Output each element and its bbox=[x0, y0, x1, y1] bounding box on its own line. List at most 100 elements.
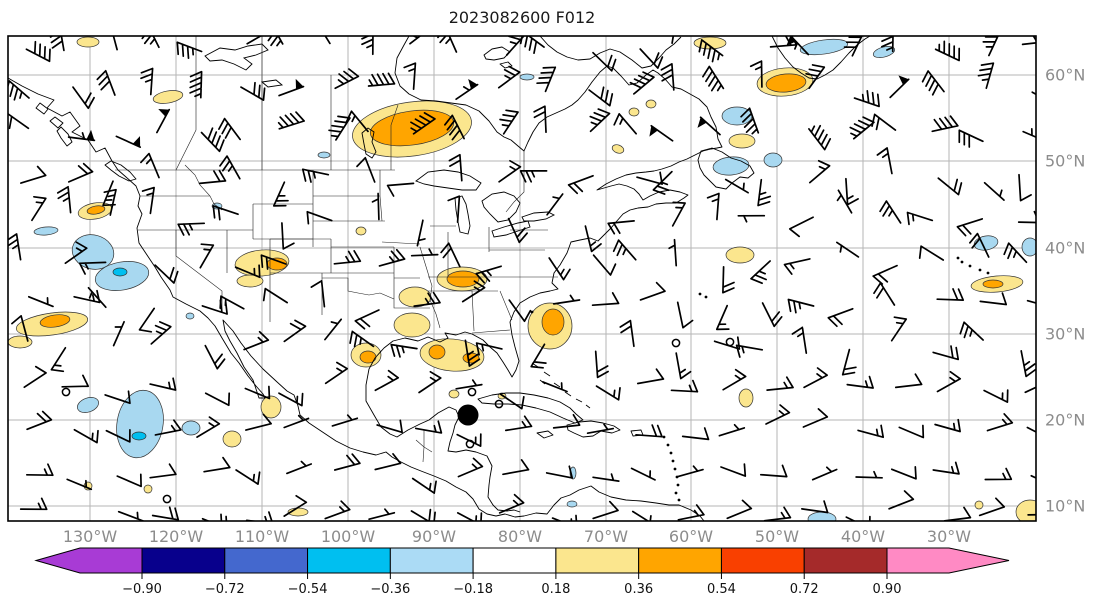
barb-shaft bbox=[333, 250, 362, 265]
wind-barb bbox=[371, 192, 380, 221]
wind-barb bbox=[333, 250, 362, 265]
barb-shaft bbox=[670, 379, 699, 393]
barb-shaft bbox=[112, 36, 118, 51]
wind-barb bbox=[201, 299, 228, 315]
wind-barb bbox=[722, 368, 747, 391]
wind-barb bbox=[808, 124, 832, 151]
wind-barb bbox=[103, 188, 117, 216]
barb-shaft bbox=[698, 39, 724, 63]
wind-barb bbox=[262, 287, 289, 304]
barb-shaft bbox=[103, 188, 117, 216]
barb-shaft bbox=[552, 294, 581, 305]
wind-barb bbox=[836, 189, 853, 214]
border-path bbox=[471, 290, 513, 334]
barb-shaft bbox=[803, 367, 828, 389]
calm-circle bbox=[671, 338, 681, 348]
wind-barb bbox=[934, 418, 961, 433]
wind-barb bbox=[803, 367, 828, 389]
barb-shaft bbox=[749, 60, 763, 88]
barb-shaft bbox=[25, 463, 54, 477]
coastline-path bbox=[35, 102, 49, 115]
barb-shaft bbox=[921, 70, 945, 96]
shaded-region bbox=[317, 151, 331, 159]
barb-shaft bbox=[740, 107, 760, 135]
small-islands bbox=[530, 256, 990, 502]
wind-barb bbox=[649, 124, 674, 142]
wind-barb bbox=[156, 108, 171, 134]
wind-barb bbox=[958, 129, 984, 148]
colorbar-tick-label: 0.18 bbox=[541, 582, 571, 597]
wind-barb bbox=[715, 304, 730, 331]
barb-shaft bbox=[592, 473, 620, 482]
lon-tick-label: 110°W bbox=[234, 527, 290, 546]
wind-barb bbox=[27, 295, 54, 308]
wind-barb bbox=[283, 319, 307, 343]
barb-shaft bbox=[619, 319, 635, 348]
wind-barb bbox=[25, 40, 51, 63]
wind-barb bbox=[636, 368, 665, 385]
lake-path bbox=[415, 169, 482, 191]
wind-barb bbox=[235, 469, 261, 485]
wind-barb bbox=[26, 410, 53, 431]
wind-barb bbox=[177, 222, 206, 236]
coastline-path bbox=[368, 36, 723, 378]
lat-tick-label: 50°N bbox=[1045, 151, 1086, 171]
wind-barb bbox=[140, 152, 160, 179]
wind-barb bbox=[8, 112, 30, 130]
barb-shaft bbox=[499, 393, 525, 410]
barb-shaft bbox=[154, 419, 182, 436]
wind-barb bbox=[455, 379, 483, 390]
wind-barb bbox=[411, 477, 437, 494]
barb-shaft bbox=[808, 159, 831, 184]
barb-shaft bbox=[234, 264, 261, 279]
colorbar-tick-label: −0.54 bbox=[287, 582, 328, 597]
wind-barb bbox=[116, 473, 142, 488]
colorbar-over-arrow bbox=[886, 547, 1010, 574]
barb-shaft bbox=[437, 36, 458, 53]
barb-shaft bbox=[64, 241, 88, 265]
island-dot bbox=[676, 483, 680, 487]
wind-barb bbox=[204, 392, 231, 407]
island-dot bbox=[669, 451, 673, 455]
lon-tick-label: 100°W bbox=[320, 527, 376, 546]
wind-barb bbox=[464, 339, 481, 367]
wind-barb bbox=[278, 392, 304, 407]
barb-shaft bbox=[876, 147, 893, 175]
shaded-region bbox=[181, 420, 201, 436]
wind-barb bbox=[592, 500, 619, 520]
barb-shaft bbox=[846, 375, 874, 389]
wind-barb bbox=[272, 181, 289, 207]
colorbar-segment bbox=[224, 547, 309, 574]
barb-shaft bbox=[448, 153, 463, 182]
barb-shaft bbox=[140, 67, 154, 96]
wind-barb bbox=[324, 36, 331, 45]
coastline-path bbox=[365, 368, 521, 513]
wind-barb bbox=[735, 344, 764, 358]
barb-shaft bbox=[857, 424, 885, 439]
wind-barb bbox=[140, 67, 154, 96]
wind-barb bbox=[969, 232, 990, 258]
shaded-region bbox=[428, 344, 446, 360]
barb-shaft bbox=[507, 217, 528, 244]
lon-tick-label: 30°W bbox=[926, 527, 972, 546]
wind-barb bbox=[301, 168, 330, 183]
wind-barb bbox=[1020, 350, 1036, 378]
shaded-region bbox=[112, 267, 128, 277]
barb-shaft bbox=[937, 177, 963, 196]
barb-shaft bbox=[788, 216, 814, 238]
barb-shaft bbox=[374, 369, 400, 392]
wind-barb bbox=[855, 470, 883, 479]
barb-shaft bbox=[456, 512, 483, 521]
barb-shaft bbox=[936, 370, 962, 393]
barb-shaft bbox=[977, 62, 995, 90]
wind-barb bbox=[805, 64, 826, 90]
barb-shaft bbox=[959, 321, 984, 341]
border-path bbox=[381, 225, 456, 245]
wind-barb bbox=[1024, 386, 1036, 394]
wind-barb bbox=[934, 40, 961, 62]
barb-shaft bbox=[499, 109, 519, 135]
barb-shaft bbox=[455, 379, 483, 390]
wind-barb bbox=[78, 261, 107, 275]
wind-barb bbox=[857, 424, 885, 439]
wind-barb bbox=[894, 373, 923, 389]
